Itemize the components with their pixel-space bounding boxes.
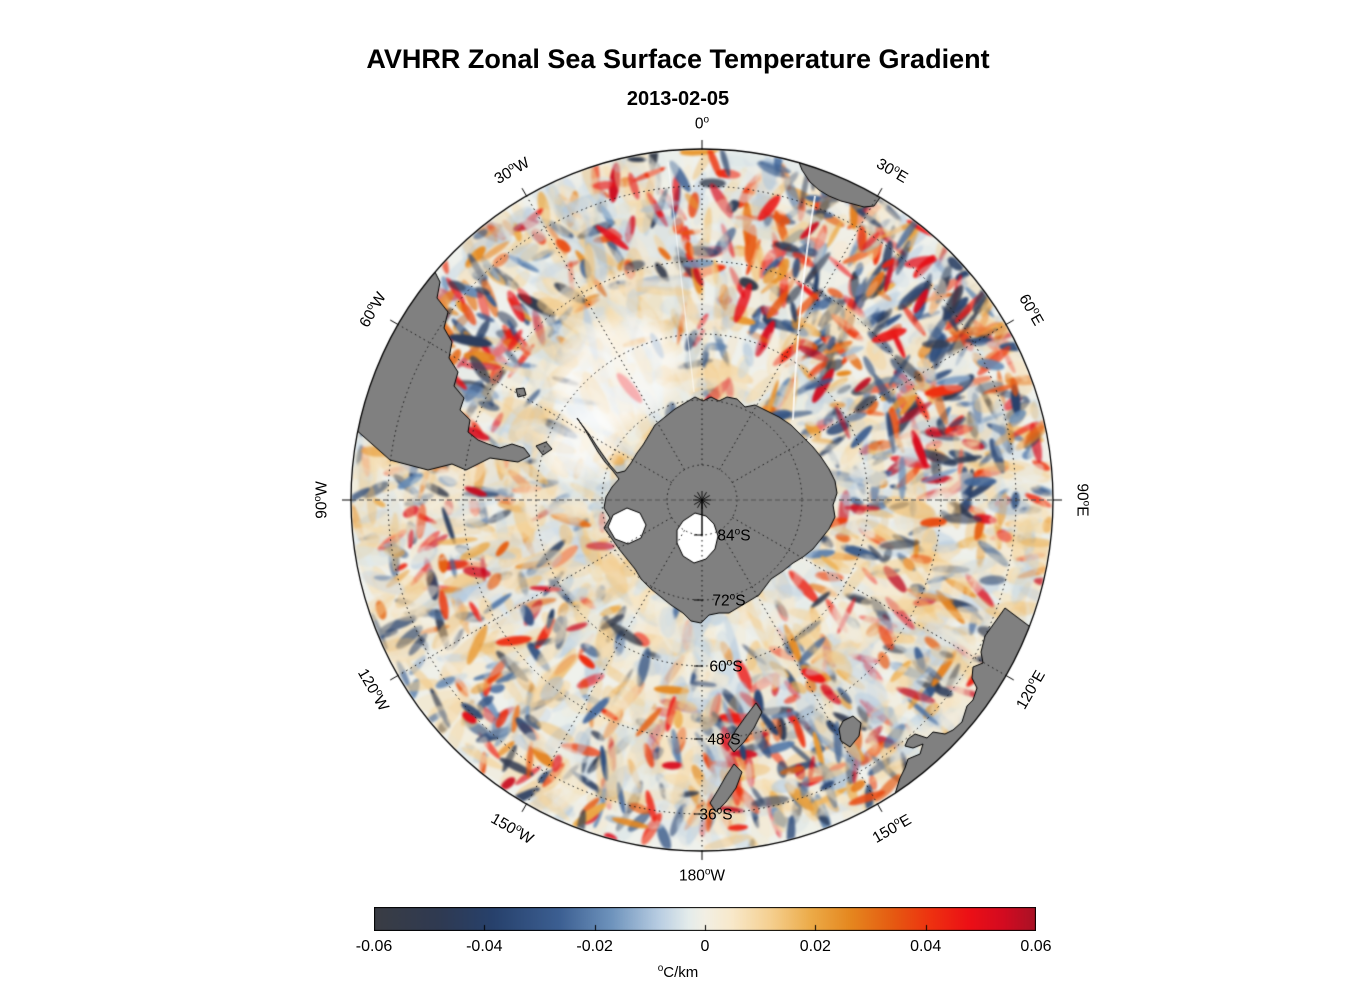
colorbar-tick-2: -0.02 [576,938,613,955]
polar-map-canvas [322,120,1082,880]
colorbar-unit-label: oC/km [657,963,699,981]
colorbar-tick-3: 0 [700,938,710,955]
meridian-label-180w: 180oW [678,866,726,885]
latitude-label-84s: 84oS [717,526,751,545]
meridian-label-0: 0o [694,114,710,133]
latitude-label-48s: 48oS [707,730,741,749]
colorbar-tick-1: -0.04 [466,938,503,955]
colorbar-tick-5: 0.04 [910,938,942,955]
figure-date-subtitle: 2013-02-05 [626,88,730,110]
meridian-label-90w: 90oW [312,481,331,519]
latitude-label-36s: 36oS [699,805,733,824]
latitude-label-60s: 60oS [709,657,743,676]
colorbar-tick-labels: -0.06 -0.04 -0.02 0 0.02 0.04 0.06 [356,938,1052,958]
meridian-label-90e: 90oE [1073,483,1092,517]
latitude-label-72s: 72oS [712,591,746,610]
colorbar-tick-0: -0.06 [355,938,393,955]
figure-title: AVHRR Zonal Sea Surface Temperature Grad… [366,44,990,74]
colorbar-tick-6: 0.06 [1020,938,1052,955]
colorbar-gradient [374,907,1036,931]
colorbar-tick-4: 0.02 [799,938,831,955]
